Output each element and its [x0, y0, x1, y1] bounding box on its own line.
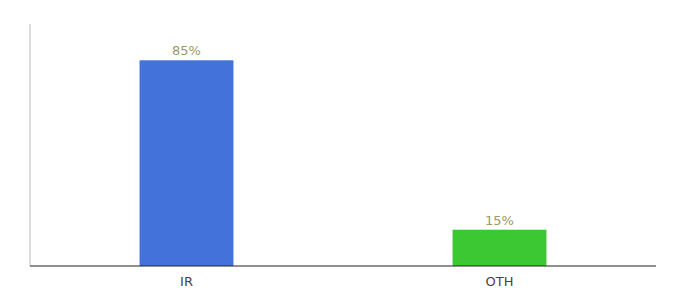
- bars: [140, 60, 547, 266]
- y-axis-line: [30, 24, 31, 266]
- x-tick-label: IR: [180, 274, 193, 289]
- bar: [140, 60, 234, 266]
- data-label: 15%: [485, 213, 514, 228]
- bar: [453, 230, 547, 266]
- x-axis-line: [30, 265, 656, 266]
- x-tick-label: OTH: [486, 274, 514, 289]
- data-label: 85%: [172, 43, 201, 58]
- chart-svg: 85% 15% IR OTH: [0, 0, 680, 300]
- chart-container: 85% 15% IR OTH: [0, 0, 680, 300]
